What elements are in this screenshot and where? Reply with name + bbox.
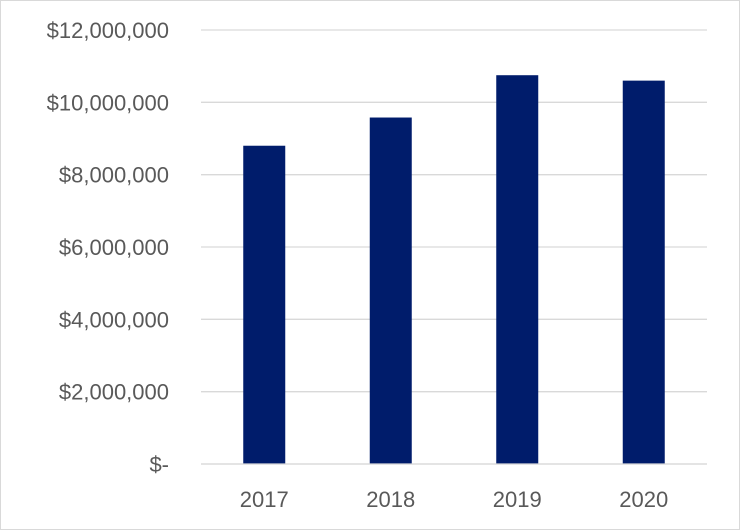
bar-2017 (243, 145, 286, 464)
bar-2020 (622, 80, 665, 464)
y-axis-tick-labels: $- $2,000,000 $4,000,000 $6,000,000 $8,000,0… (47, 18, 169, 477)
x-tick-label-2019: 2019 (493, 487, 542, 512)
y-tick-label: $6,000,000 (59, 235, 169, 260)
y-tick-label: $10,000,000 (47, 90, 169, 115)
y-tick-label: $4,000,000 (59, 307, 169, 332)
bar-2018 (369, 117, 412, 465)
bars (243, 75, 665, 465)
gridlines (201, 29, 707, 465)
x-tick-label-2017: 2017 (240, 487, 289, 512)
y-tick-label: $2,000,000 (59, 380, 169, 405)
x-tick-label-2018: 2018 (366, 487, 415, 512)
x-tick-label-2020: 2020 (619, 487, 668, 512)
x-axis-tick-labels: 2017 2018 2019 2020 (240, 487, 668, 512)
y-tick-label: $8,000,000 (59, 163, 169, 188)
y-tick-label: $- (149, 452, 169, 477)
bar-2019 (496, 75, 539, 464)
y-tick-label: $12,000,000 (47, 18, 169, 43)
